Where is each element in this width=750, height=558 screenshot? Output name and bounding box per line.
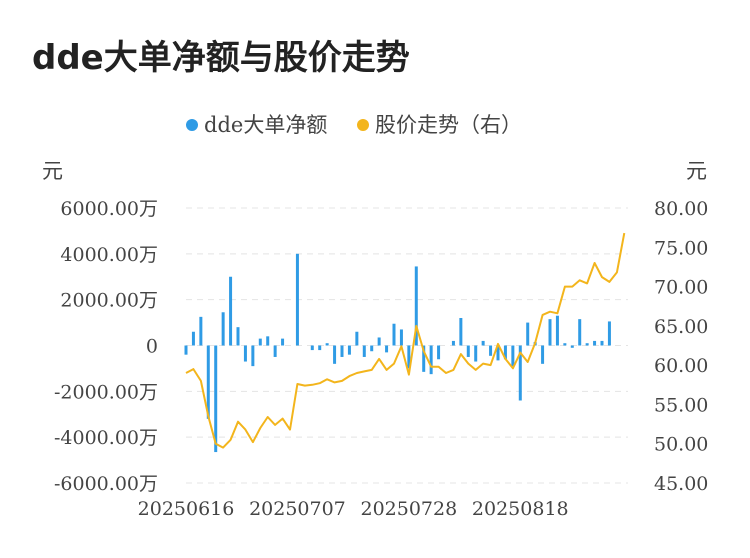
x-axis: 20250616 20250707 20250728 20250818 (138, 498, 569, 520)
bar (414, 266, 418, 346)
y-left-tick-label: -2000.00万 (54, 381, 158, 403)
y-right-tick-label: 75.00 (654, 237, 708, 259)
grid (186, 207, 628, 484)
bar (325, 343, 329, 346)
y-right-tick-label: 70.00 (654, 277, 708, 299)
bar (184, 345, 188, 355)
bar (570, 345, 574, 348)
bar (214, 345, 218, 453)
bar (310, 345, 314, 351)
bar (355, 331, 359, 346)
bar (481, 340, 485, 346)
y-left-tick-label: -4000.00万 (54, 427, 158, 449)
bar (585, 343, 589, 346)
bar (243, 345, 247, 362)
bar (191, 331, 195, 346)
bar (340, 345, 344, 357)
y-right-axis: 80.00 75.00 70.00 65.00 60.00 55.00 50.00 45.00 (654, 198, 708, 495)
y-left-tick-label: 4000.00万 (60, 244, 158, 266)
y-right-tick-label: 65.00 (654, 316, 708, 338)
bar (429, 345, 433, 375)
bar (362, 345, 366, 357)
bar (206, 345, 210, 419)
bar (466, 345, 470, 357)
legend-marker-bar (186, 119, 198, 131)
y-right-tick-label: 45.00 (654, 473, 708, 495)
bar (318, 345, 322, 351)
bar (273, 345, 277, 357)
bar (258, 338, 262, 346)
bar (459, 318, 463, 346)
bar (392, 323, 396, 346)
y-left-unit: 元 (42, 159, 63, 183)
bar (593, 340, 597, 346)
bar (347, 345, 351, 355)
bar (236, 327, 240, 346)
bar (399, 329, 403, 346)
bar (266, 336, 270, 346)
y-right-tick-label: 60.00 (654, 355, 708, 377)
bar (370, 345, 374, 352)
legend-marker-line (357, 119, 369, 131)
bar (251, 345, 255, 367)
bar (333, 345, 337, 364)
bar (489, 345, 493, 356)
y-left-tick-label: -6000.00万 (54, 473, 158, 495)
y-left-tick-label: 2000.00万 (60, 290, 158, 312)
y-right-tick-label: 50.00 (654, 434, 708, 456)
x-tick-label: 20250616 (138, 498, 235, 520)
bar (541, 345, 545, 364)
bar (600, 340, 604, 346)
y-right-tick-label: 80.00 (654, 198, 708, 220)
y-right-unit: 元 (686, 159, 707, 183)
bar (474, 345, 478, 362)
bar (407, 345, 411, 369)
y-left-axis: 6000.00万 4000.00万 2000.00万 0 -2000.00万 -4000.… (54, 198, 158, 495)
bar (422, 345, 426, 372)
bar (385, 345, 389, 353)
bar (377, 337, 381, 346)
bar (229, 276, 233, 346)
x-tick-label: 20250728 (360, 498, 457, 520)
y-left-tick-label: 0 (146, 336, 158, 358)
x-tick-label: 20250818 (472, 498, 569, 520)
y-left-tick-label: 6000.00万 (60, 198, 158, 220)
bar (526, 322, 530, 346)
bar (511, 345, 515, 367)
x-tick-label: 20250707 (249, 498, 346, 520)
bar (555, 315, 559, 346)
bar-series (184, 253, 611, 453)
bar (578, 319, 582, 346)
bar (563, 343, 567, 346)
chart-title: dde大单净额与股价走势 (32, 38, 410, 78)
line-series (185, 232, 626, 449)
bar (199, 316, 203, 346)
bar (503, 345, 507, 360)
bar (295, 253, 299, 346)
legend-label-bar: dde大单净额 (204, 113, 327, 137)
legend: dde大单净额 股价走势（右） (186, 113, 522, 137)
legend-label-line: 股价走势（右） (375, 113, 522, 137)
bar (221, 312, 225, 346)
bar (548, 319, 552, 346)
bar (437, 345, 441, 360)
bar (496, 345, 500, 361)
bar (518, 345, 522, 401)
price-line (185, 232, 626, 449)
bar (451, 340, 455, 346)
y-right-tick-label: 55.00 (654, 394, 708, 416)
bar (607, 321, 611, 346)
bar (281, 338, 285, 346)
